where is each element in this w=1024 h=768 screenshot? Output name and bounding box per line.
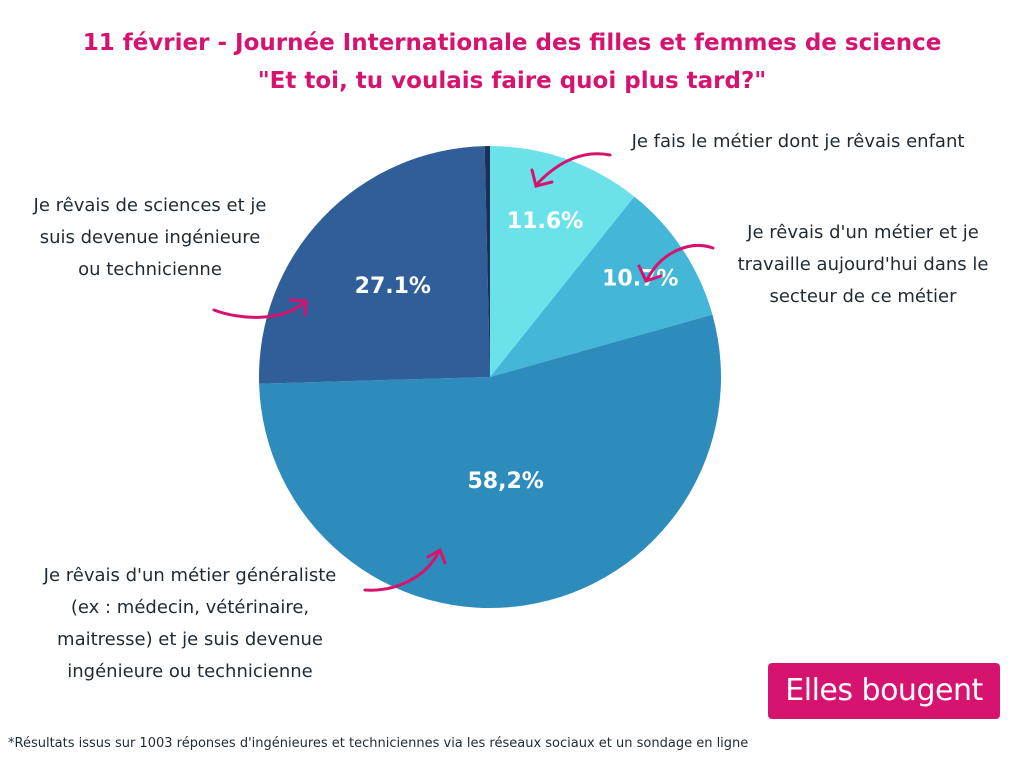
arrow-generalist bbox=[363, 551, 440, 592]
callout-line: ingénieure ou technicienne bbox=[67, 661, 313, 682]
callout-line: suis devenue ingénieure bbox=[39, 227, 261, 248]
callout-dream-job: Je fais le métier dont je rêvais enfant bbox=[608, 126, 988, 158]
callout-line: (ex : médecin, vétérinaire, bbox=[70, 597, 310, 618]
callout-line: ou technicienne bbox=[78, 259, 222, 280]
pie-value-label: 58,2% bbox=[467, 469, 543, 494]
callout-generalist-dream: Je rêvais d'un métier généraliste (ex : … bbox=[10, 560, 370, 688]
chart-title: 11 février - Journée Internationale des … bbox=[82, 30, 942, 56]
pie-slices bbox=[259, 146, 721, 608]
arrow-dream-head bbox=[530, 168, 554, 188]
pie-value-label: 27.1% bbox=[355, 274, 431, 299]
pie-slice bbox=[490, 146, 635, 377]
pie-value-label: 11.6% bbox=[507, 209, 583, 234]
callout-science-dream: Je rêvais de sciences et je suis devenue… bbox=[10, 190, 290, 286]
chart-subtitle: "Et toi, tu voulais faire quoi plus tard… bbox=[257, 68, 767, 94]
brand-logo: Elles bougent bbox=[768, 663, 1000, 719]
pie-slice bbox=[490, 196, 713, 377]
pie-slice bbox=[259, 146, 490, 384]
arrow-science bbox=[212, 300, 307, 319]
callout-line: Je rêvais de sciences et je bbox=[33, 195, 267, 216]
arrow-sector bbox=[646, 244, 715, 280]
pie-slice bbox=[259, 314, 721, 608]
callout-line: Je rêvais d'un métier et je bbox=[747, 222, 979, 243]
arrow-dream bbox=[536, 152, 612, 185]
callout-arrows bbox=[212, 152, 715, 592]
callout-same-sector: Je rêvais d'un métier et je travaille au… bbox=[718, 217, 1008, 313]
callout-line: secteur de ce métier bbox=[769, 286, 957, 307]
pie-value-labels: 11.6%10.7%58,2%27.1% bbox=[355, 209, 679, 494]
callout-line: Je rêvais d'un métier généraliste bbox=[43, 565, 337, 586]
arrow-science-head bbox=[288, 298, 308, 317]
arrow-sector-head bbox=[637, 264, 663, 283]
arrow-generalist-head bbox=[426, 547, 447, 565]
callout-line: Je fais le métier dont je rêvais enfant bbox=[631, 131, 965, 152]
footnote: *Résultats issus sur 1003 réponses d'ing… bbox=[8, 736, 749, 751]
pie-slice bbox=[484, 146, 490, 377]
callout-line: travaille aujourd'hui dans le bbox=[737, 254, 989, 275]
callout-line: maitresse) et je suis devenue bbox=[57, 629, 323, 650]
